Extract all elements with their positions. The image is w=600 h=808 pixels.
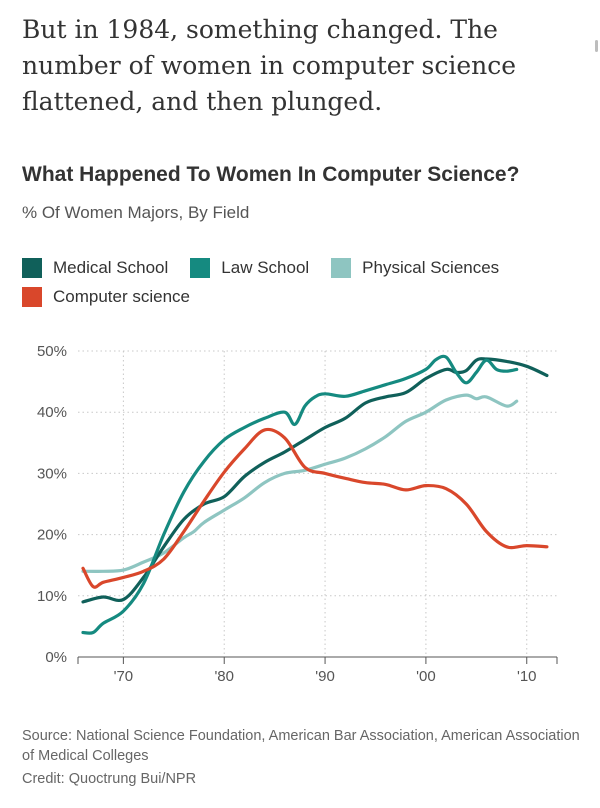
legend-swatch-medical-school — [22, 258, 42, 278]
y-tick-label-10: 10% — [37, 588, 67, 605]
legend-swatch-law-school — [190, 258, 211, 278]
y-tick-label-40: 40% — [37, 404, 67, 421]
credit-note: Credit: Quoctrung Bui/NPR — [22, 771, 197, 787]
y-tick-label-20: 20% — [37, 527, 67, 544]
line-chart: 0% 10% 20% 30% 40% 50% '70 '80 '90 '00 '10 — [37, 343, 558, 685]
chart-subtitle: % Of Women Majors, By Field — [22, 203, 250, 222]
legend-swatch-physical-sciences — [331, 258, 352, 278]
legend-label-law-school: Law School — [221, 258, 310, 277]
chart-title: What Happened To Women In Computer Scien… — [22, 163, 520, 186]
x-tick-label-2000: '00 — [416, 668, 436, 685]
legend-label-medical-school: Medical School — [53, 258, 169, 277]
scrollbar-thumb[interactable] — [595, 40, 598, 52]
chart-footer: Source: National Science Foundation, Ame… — [22, 726, 582, 789]
chart-legend: Medical School Law School Physical Scien… — [22, 258, 582, 307]
y-tick-label-50: 50% — [37, 343, 67, 360]
legend-swatch-computer-science — [22, 287, 42, 307]
intro-paragraph: But in 1984, something changed. The numb… — [22, 15, 517, 116]
legend-label-physical-sciences: Physical Sciences — [362, 258, 500, 277]
x-tick-label-1990: '90 — [315, 668, 335, 685]
x-tick-label-1970: '70 — [114, 668, 134, 685]
x-tick-label-2010: '10 — [517, 668, 537, 685]
series-line-physical-sciences — [81, 393, 519, 573]
y-tick-label-30: 30% — [37, 465, 67, 482]
y-tick-label-0: 0% — [45, 649, 67, 666]
legend-item-computer-science: Computer science — [22, 287, 190, 307]
series-line-law-school — [81, 354, 519, 635]
legend-item-physical-sciences: Physical Sciences — [331, 258, 499, 278]
legend-item-medical-school: Medical School — [22, 258, 168, 278]
series-line-medical-school — [81, 357, 549, 604]
source-note: Source: National Science Foundation, Ame… — [22, 728, 580, 764]
legend-item-law-school: Law School — [190, 258, 309, 278]
legend-label-computer-science: Computer science — [53, 287, 191, 306]
series-line-computer-science — [81, 427, 549, 589]
x-tick-label-1980: '80 — [214, 668, 234, 685]
